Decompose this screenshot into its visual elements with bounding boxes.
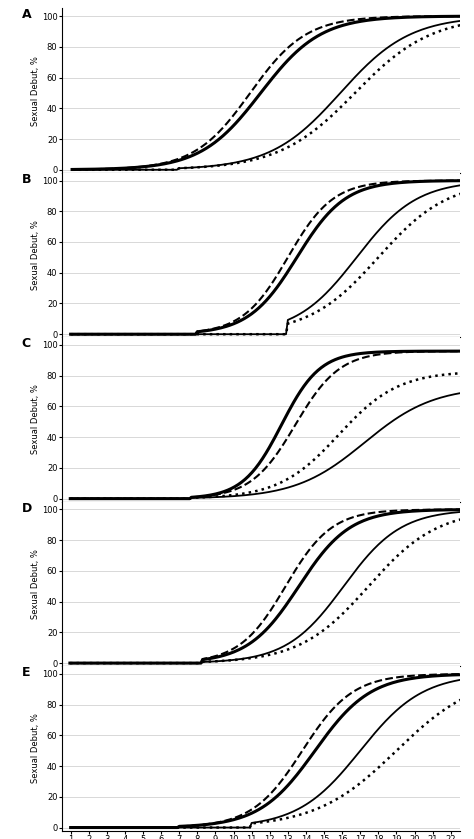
Text: A: A bbox=[22, 8, 31, 21]
X-axis label: Age: Age bbox=[252, 516, 269, 525]
X-axis label: Age: Age bbox=[252, 352, 269, 361]
Y-axis label: Sexual Debut, %: Sexual Debut, % bbox=[31, 713, 40, 784]
Legend: Female  HIV tested, Female never tested, Male HIV tested, Male never tested: Female HIV tested, Female never tested, … bbox=[93, 222, 428, 233]
Text: B: B bbox=[22, 173, 31, 185]
Text: C: C bbox=[22, 337, 31, 350]
Y-axis label: Sexual Debut, %: Sexual Debut, % bbox=[31, 55, 40, 126]
X-axis label: Age: Age bbox=[252, 680, 269, 690]
Legend: Female less than weekly, Female weekly or more, Male less than weekly, Male week: Female less than weekly, Female weekly o… bbox=[64, 551, 458, 562]
Legend: Female consistent use, Female not consistent, Male consistent use, Male not cons: Female consistent use, Female not consis… bbox=[75, 387, 446, 398]
X-axis label: Age: Age bbox=[252, 187, 269, 196]
Y-axis label: Sexual Debut, %: Sexual Debut, % bbox=[31, 384, 40, 455]
Text: D: D bbox=[22, 502, 32, 514]
Y-axis label: Sexual Debut, %: Sexual Debut, % bbox=[31, 220, 40, 290]
Legend: Female 0 or 1 partner, Female multiple partners, Male 0 or 1 partner, Male multi: Female 0 or 1 partner, Female multiple p… bbox=[67, 716, 455, 727]
Y-axis label: Sexual Debut, %: Sexual Debut, % bbox=[31, 549, 40, 619]
Text: E: E bbox=[22, 666, 30, 679]
